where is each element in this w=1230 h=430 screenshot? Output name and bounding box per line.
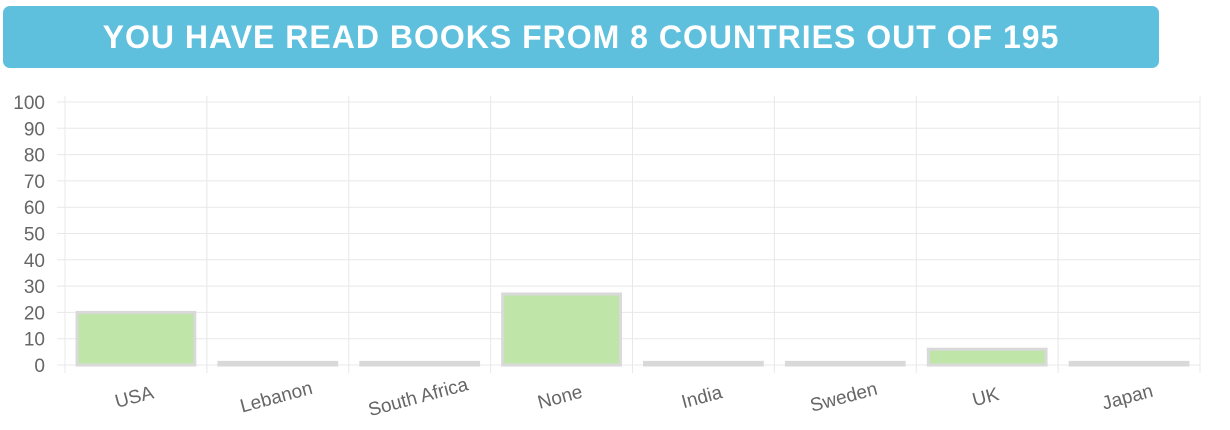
chart-bars (75, 292, 1190, 367)
bar-usa (75, 310, 197, 367)
chart-grid (57, 96, 1201, 373)
x-tick-label: India (679, 382, 725, 413)
y-tick-label: 90 (24, 119, 45, 140)
bar-japan (1068, 360, 1190, 367)
y-tick-label: 10 (24, 330, 45, 351)
x-tick-label: USA (113, 382, 156, 412)
y-tick-label: 100 (13, 93, 45, 114)
bar-lebanon (217, 360, 339, 367)
y-tick-label: 30 (24, 277, 45, 298)
y-tick-label: 70 (24, 172, 45, 193)
x-tick-label: Lebanon (238, 378, 315, 417)
y-axis: 0 10 20 30 40 50 60 70 80 90 100 (13, 93, 45, 377)
bar-uk (926, 347, 1048, 367)
page-title: YOU HAVE READ BOOKS FROM 8 COUNTRIES OUT… (102, 18, 1060, 55)
y-tick-label: 60 (24, 198, 45, 219)
y-tick-label: 0 (34, 356, 45, 377)
y-tick-label: 80 (24, 146, 45, 167)
x-tick-label: South Africa (366, 374, 471, 421)
bar-none (501, 292, 622, 367)
y-tick-label: 50 (24, 225, 45, 246)
y-tick-label: 20 (24, 303, 45, 324)
x-tick-label: UK (970, 384, 1001, 411)
x-tick-label: None (535, 382, 584, 414)
y-tick-label: 40 (24, 251, 45, 272)
bar-india (643, 360, 764, 367)
title-banner: YOU HAVE READ BOOKS FROM 8 COUNTRIES OUT… (3, 6, 1159, 68)
x-tick-label: Japan (1100, 381, 1155, 415)
bar-south-africa (359, 360, 481, 367)
x-axis: USA Lebanon South Africa None India Sweden UK J… (113, 374, 1155, 421)
bar-sweden (784, 360, 906, 367)
x-tick-label: Sweden (808, 379, 880, 417)
